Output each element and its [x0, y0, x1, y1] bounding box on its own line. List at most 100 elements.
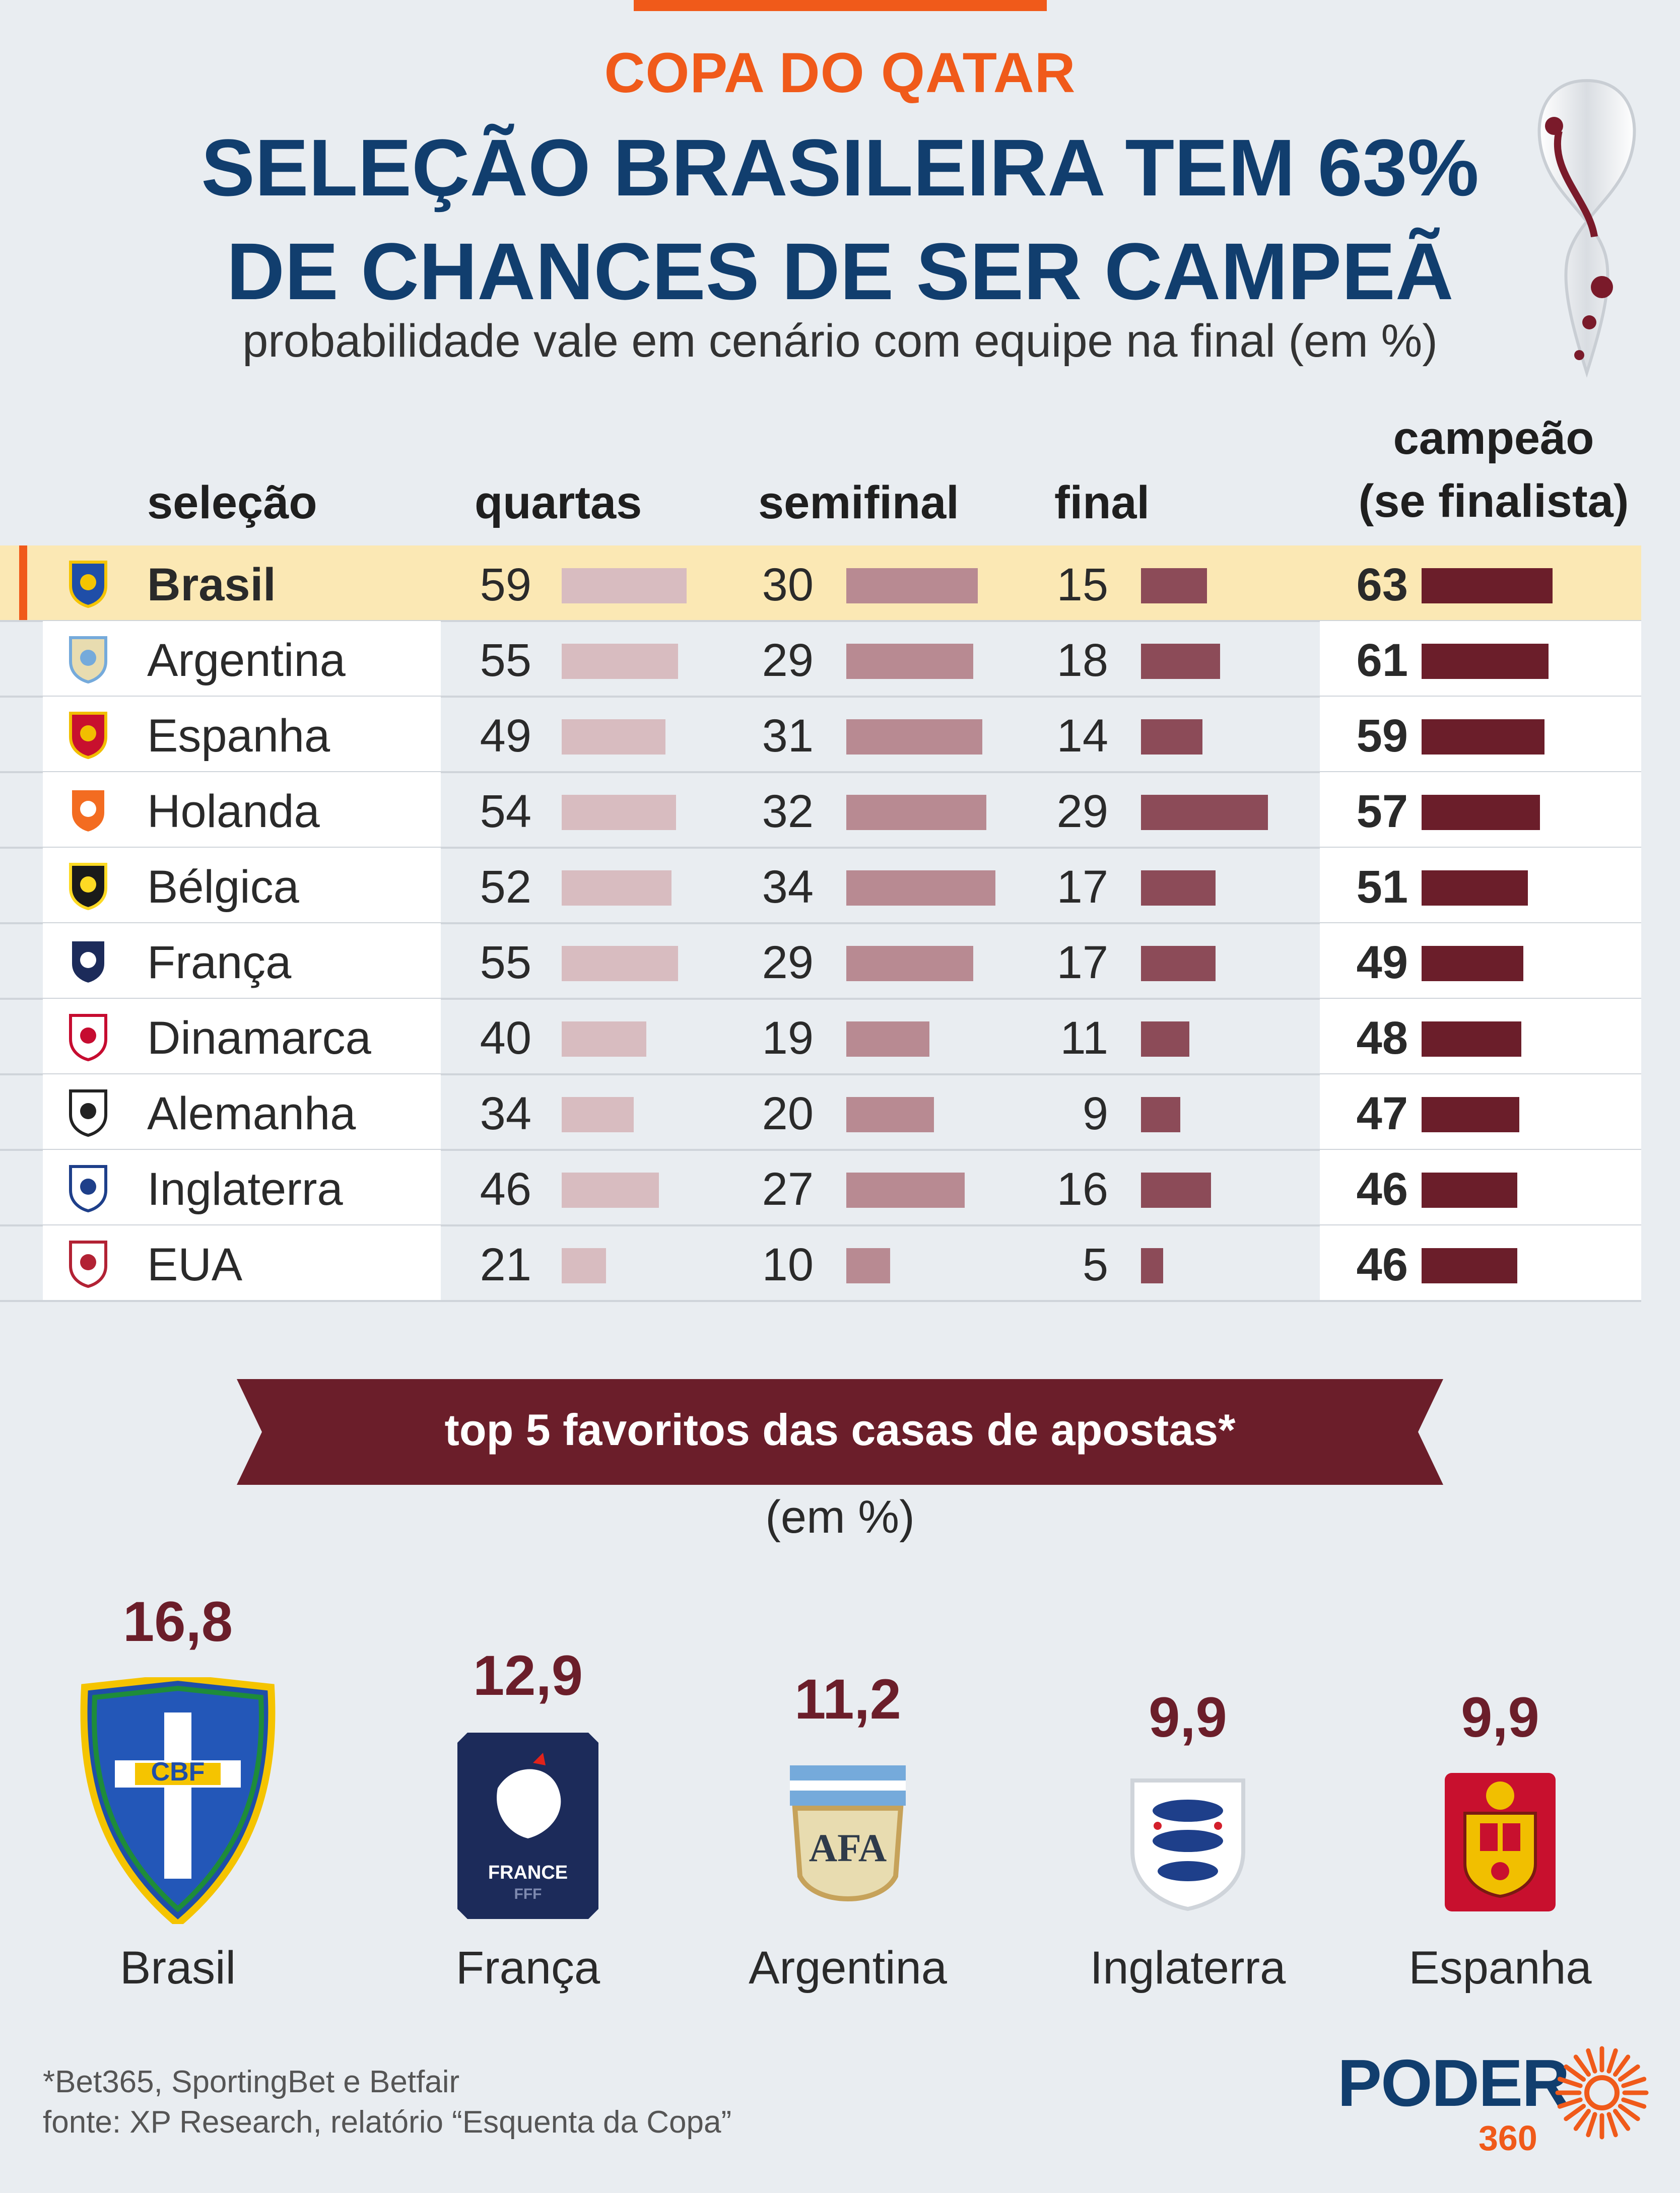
row-name-cell — [43, 999, 441, 1074]
table-row: França 55 29 17 49 — [0, 923, 1680, 1000]
campeao-value: 46 — [1356, 1163, 1408, 1215]
quartas-value: 54 — [480, 786, 531, 837]
team-name: Brasil — [147, 559, 276, 610]
semifinal-value: 32 — [762, 786, 814, 837]
semifinal-bar — [846, 795, 986, 830]
svg-text:FFF: FFF — [514, 1886, 542, 1902]
row-name-cell — [43, 621, 441, 697]
final-bar — [1141, 1173, 1211, 1208]
favorite-team-name: Argentina — [749, 1942, 947, 1994]
final-value: 11 — [1060, 1012, 1108, 1064]
headline-line-1: SELEÇÃO BRASILEIRA TEM 63% — [201, 122, 1479, 213]
table-row: Dinamarca 40 19 11 48 — [0, 999, 1680, 1075]
favorite-value: 11,2 — [707, 1669, 989, 1730]
campeao-value: 63 — [1356, 559, 1408, 610]
team-name: Dinamarca — [147, 1012, 371, 1064]
favorite-value-text: 9,9 — [1461, 1686, 1539, 1749]
row-name-cell — [43, 772, 441, 848]
campeao-bar — [1422, 1173, 1517, 1208]
campeao-value: 51 — [1356, 861, 1408, 913]
knvb-lion-icon — [69, 787, 107, 835]
team-name: Holanda — [147, 786, 320, 837]
table-row: Holanda 54 32 29 57 — [0, 772, 1680, 849]
quartas-bar — [562, 568, 687, 603]
semifinal-bar — [846, 719, 982, 755]
quartas-value: 21 — [480, 1239, 531, 1290]
final-bar — [1141, 1021, 1189, 1057]
row-separator — [0, 771, 1641, 773]
semifinal-value: 29 — [762, 635, 814, 686]
row-name-cell — [43, 1225, 441, 1301]
header-quartas: quartas — [475, 477, 642, 528]
semifinal-bar — [846, 1248, 890, 1283]
favorites-title: top 5 favoritos das casas de apostas* — [444, 1405, 1236, 1455]
quartas-value: 52 — [480, 861, 531, 913]
row-name-cell — [43, 848, 441, 923]
campeao-value: 49 — [1356, 937, 1408, 988]
fff-rooster-icon — [69, 938, 107, 986]
final-bar — [1141, 1097, 1180, 1132]
campeao-value: 59 — [1356, 710, 1408, 762]
table-row: Argentina 55 29 18 61 — [0, 621, 1680, 698]
quartas-bar — [562, 1173, 659, 1208]
campeao-bar — [1422, 946, 1523, 981]
favorite-team-name: Inglaterra — [1090, 1942, 1286, 1994]
quartas-value: 55 — [480, 937, 531, 988]
semifinal-bar — [846, 946, 973, 981]
team-name: Alemanha — [147, 1088, 356, 1139]
top-accent-bar — [634, 0, 1047, 11]
quartas-bar — [562, 870, 671, 906]
semifinal-value: 34 — [762, 861, 814, 913]
row-highlight — [0, 545, 1641, 621]
row-accent-marker — [19, 545, 27, 621]
semifinal-bar — [846, 870, 995, 906]
row-separator — [0, 1224, 1641, 1226]
header-campeao-line-2: (se finalista) — [1358, 475, 1629, 527]
quartas-bar — [562, 719, 665, 755]
team-name: Bélgica — [147, 861, 299, 913]
world-cup-emblem-icon — [1537, 79, 1636, 378]
campeao-bar — [1422, 568, 1553, 603]
semifinal-value: 31 — [762, 710, 814, 762]
quartas-value: 40 — [480, 1012, 531, 1064]
poder360-sun-icon — [1555, 2046, 1649, 2140]
semifinal-value: 19 — [762, 1012, 814, 1064]
campeao-bar — [1422, 1248, 1517, 1283]
final-bar — [1141, 719, 1202, 755]
final-bar — [1141, 795, 1268, 830]
row-separator — [0, 847, 1641, 849]
favorite-value-text: 11,2 — [794, 1668, 901, 1731]
table-row: Espanha 49 31 14 59 — [0, 697, 1680, 773]
header-campeao: campeão (se finalista) — [1342, 413, 1645, 526]
headline: SELEÇÃO BRASILEIRA TEM 63% DE CHANCES DE… — [0, 116, 1680, 323]
row-name-cell — [43, 697, 441, 772]
campeao-bar — [1422, 870, 1528, 906]
belgium-crest-icon — [69, 863, 107, 911]
quartas-value: 55 — [480, 635, 531, 686]
quartas-value: 46 — [480, 1163, 531, 1215]
favorite-team-name: França — [455, 1942, 600, 1994]
favorite-value: 9,9 — [1047, 1687, 1329, 1748]
favorite-value: 9,9 — [1359, 1687, 1641, 1748]
table-row: Bélgica 52 34 17 51 — [0, 848, 1680, 924]
header-selecao: seleção — [147, 477, 317, 528]
favorites-banner — [237, 1379, 1443, 1485]
campeao-bar — [1422, 644, 1549, 679]
semifinal-value: 27 — [762, 1163, 814, 1215]
fff-rooster-icon: FRANCE FFF — [457, 1733, 598, 1919]
team-name: França — [147, 937, 292, 988]
row-separator — [0, 620, 1641, 622]
semifinal-bar — [846, 1021, 929, 1057]
campeao-bar — [1422, 719, 1544, 755]
team-name: Espanha — [147, 710, 330, 762]
semifinal-bar — [846, 1097, 934, 1132]
quartas-bar — [562, 946, 678, 981]
favorite-value: 16,8 — [37, 1592, 319, 1652]
logo-number: 360 — [1479, 2118, 1537, 2158]
table-row: Inglaterra 46 27 16 46 — [0, 1150, 1680, 1226]
final-bar — [1141, 644, 1220, 679]
table-row: Brasil 59 30 15 63 — [0, 545, 1680, 622]
campeao-value: 47 — [1356, 1088, 1408, 1139]
quartas-bar — [562, 795, 676, 830]
cbf-crest-icon — [69, 561, 107, 608]
